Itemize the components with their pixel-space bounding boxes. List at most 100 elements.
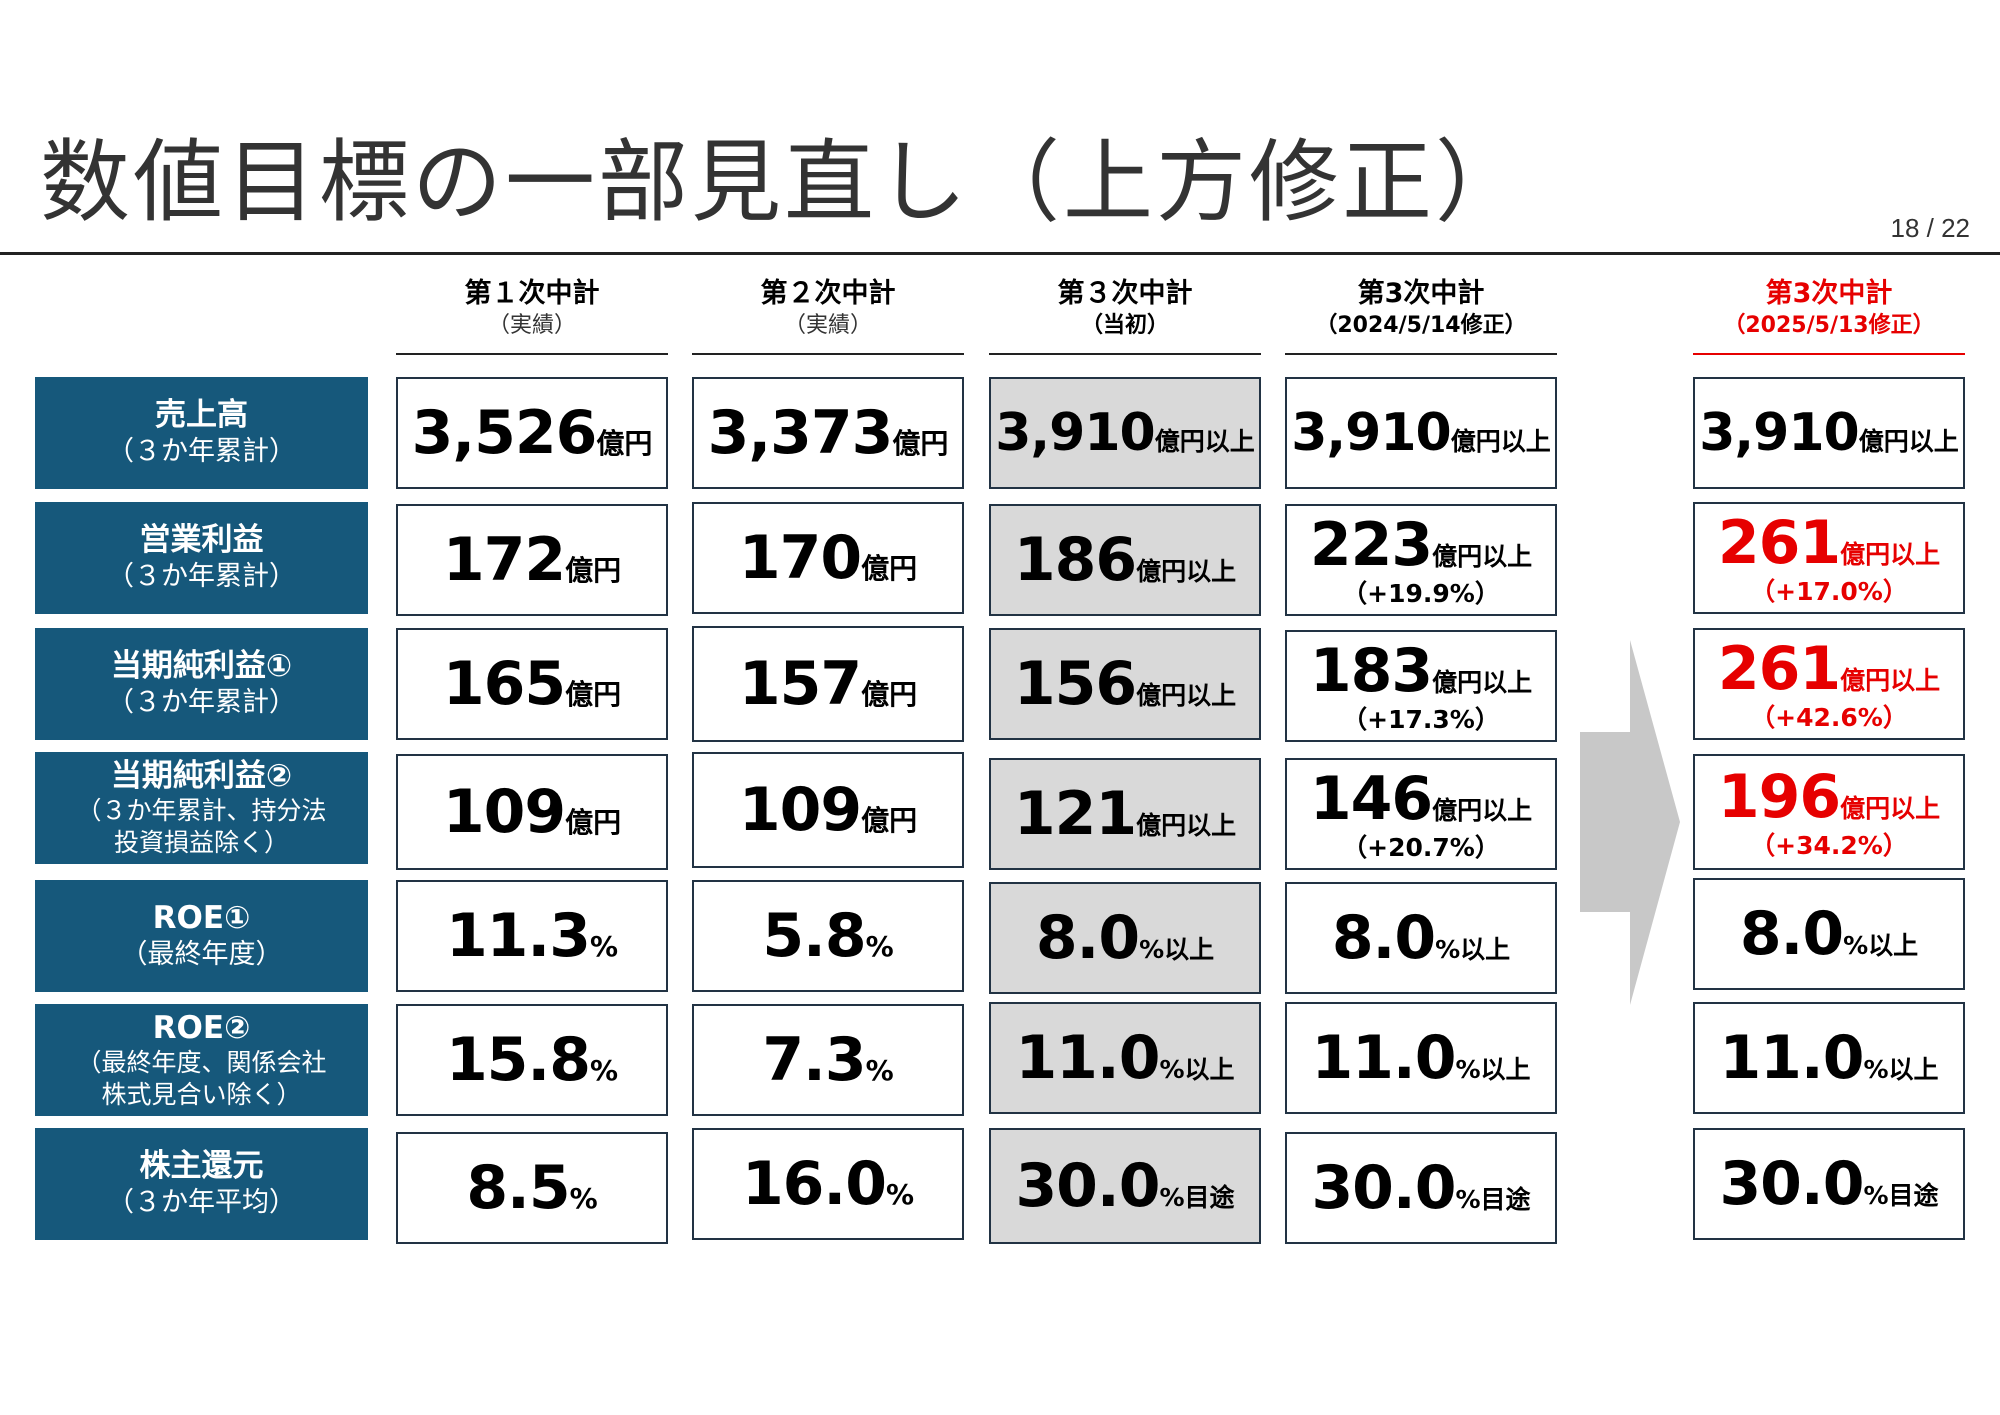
- value-number: 165: [442, 649, 566, 719]
- value-cell: 183億円以上 （+17.3%）: [1285, 630, 1557, 742]
- value-number: 8.0: [1035, 903, 1140, 973]
- value-number: 186: [1013, 525, 1137, 595]
- value-cell: 3,373億円: [692, 377, 964, 489]
- right-arrow-icon: [1580, 640, 1680, 1005]
- value-number: 3,910: [995, 403, 1155, 463]
- value-unit: %目途: [1455, 1185, 1531, 1214]
- page-number: 18 / 22: [1890, 213, 1970, 243]
- column-header-5: 第3次中計 （2025/5/13修正）: [1693, 277, 1965, 355]
- value-number: 109: [442, 777, 566, 847]
- row-label-title: 当期純利益①: [110, 648, 293, 684]
- value-cell-initial-plan: 3,910億円以上: [989, 377, 1261, 489]
- value-unit: 億円: [861, 804, 918, 837]
- value-number: 109: [738, 775, 862, 845]
- row-label-roe-1: ROE① （最終年度）: [35, 880, 368, 992]
- row-label-title: 株主還元: [139, 1148, 264, 1184]
- value-unit: 億円以上: [1840, 793, 1941, 823]
- value-unit: %以上: [1139, 935, 1215, 964]
- row-label-subtitle: （３か年累計）: [107, 561, 296, 592]
- value-cell: 5.8%: [692, 880, 964, 992]
- value-cell-initial-plan: 11.0%以上: [989, 1002, 1261, 1114]
- row-label-subtitle-2: 投資損益除く）: [113, 828, 289, 857]
- column-header-title: 第３次中計: [1057, 278, 1193, 309]
- value-unit: 億円: [892, 427, 949, 460]
- value-unit: %: [865, 930, 894, 963]
- value-unit: 億円以上: [1136, 811, 1237, 840]
- value-cell-latest: 8.0%以上: [1693, 878, 1965, 990]
- value-unit: 億円: [565, 806, 622, 839]
- value-cell: 223億円以上 （+19.9%）: [1285, 504, 1557, 616]
- page-title: 数値目標の一部見直し（上方修正）: [40, 130, 1528, 235]
- column-header-1: 第１次中計 （実績）: [396, 277, 668, 355]
- value-cell-latest: 11.0%以上: [1693, 1002, 1965, 1114]
- value-number: 7.3: [762, 1025, 866, 1095]
- value-unit: %以上: [1863, 1055, 1939, 1084]
- column-header-subtitle: （実績）: [487, 313, 576, 338]
- value-number: 5.8: [762, 901, 866, 971]
- value-cell-initial-plan: 121億円以上: [989, 758, 1261, 870]
- value-unit: 億円: [596, 427, 653, 460]
- row-label-roe-2: ROE② （最終年度、関係会社 株式見合い除く）: [35, 1004, 368, 1116]
- value-number: 261: [1717, 507, 1841, 578]
- column-header-subtitle: （2024/5/14修正）: [1315, 313, 1527, 338]
- title-rule: [0, 252, 2000, 255]
- value-unit: 億円: [565, 678, 622, 711]
- row-label-title: 当期純利益②: [110, 758, 293, 794]
- row-label-shareholder-return: 株主還元 （３か年平均）: [35, 1128, 368, 1240]
- column-header-subtitle: （実績）: [783, 313, 872, 338]
- value-cell: 15.8%: [396, 1004, 668, 1116]
- value-unit: %: [569, 1182, 598, 1215]
- row-label-operating-profit: 営業利益 （３か年累計）: [35, 502, 368, 614]
- value-cell-initial-plan: 30.0%目途: [989, 1128, 1261, 1244]
- value-number: 30.0: [1719, 1149, 1864, 1219]
- value-cell-latest: 261億円以上 （+42.6%）: [1693, 628, 1965, 740]
- value-unit: 億円以上: [1136, 681, 1237, 710]
- value-unit: 億円以上: [1432, 795, 1533, 825]
- value-unit: 億円以上: [1432, 541, 1533, 571]
- value-number: 15.8: [445, 1025, 591, 1095]
- value-cell-latest: 3,910億円以上: [1693, 377, 1965, 489]
- column-header-title: 第3次中計: [1765, 278, 1893, 309]
- value-number: 121: [1013, 779, 1137, 849]
- row-label-subtitle-2: 株式見合い除く）: [101, 1080, 302, 1109]
- value-unit: %: [885, 1178, 915, 1211]
- value-number: 223: [1309, 509, 1433, 580]
- value-number: 8.0: [1739, 899, 1844, 969]
- value-cell: 3,526億円: [396, 377, 668, 489]
- value-unit: 億円: [861, 678, 918, 711]
- row-label-title: ROE②: [152, 1010, 251, 1046]
- row-label-subtitle: （３か年平均）: [107, 1187, 296, 1218]
- column-header-2: 第２次中計 （実績）: [692, 277, 964, 355]
- value-number: 183: [1309, 635, 1433, 706]
- value-unit: 億円以上: [1450, 427, 1551, 456]
- row-label-subtitle: （最終年度、関係会社: [76, 1048, 327, 1077]
- row-label-net-income-2: 当期純利益② （３か年累計、持分法 投資損益除く）: [35, 752, 368, 864]
- value-cell: 11.0%以上: [1285, 1002, 1557, 1114]
- value-cell-latest: 261億円以上 （+17.0%）: [1693, 502, 1965, 614]
- value-number: 11.0: [1719, 1023, 1864, 1093]
- value-number: 8.5: [466, 1153, 570, 1223]
- value-cell: 165億円: [396, 628, 668, 740]
- value-cell: 146億円以上 （+20.7%）: [1285, 758, 1557, 870]
- column-header-subtitle: （2025/5/13修正）: [1723, 313, 1935, 338]
- value-cell: 8.5%: [396, 1132, 668, 1244]
- value-cell: 3,910億円以上: [1285, 377, 1557, 489]
- value-number: 11.0: [1015, 1023, 1160, 1093]
- row-label-net-sales: 売上高 （３か年累計）: [35, 377, 368, 489]
- change-percent: （+17.0%）: [1750, 576, 1908, 606]
- value-unit: %目途: [1863, 1181, 1939, 1210]
- value-number: 30.0: [1311, 1153, 1456, 1223]
- value-number: 156: [1013, 649, 1137, 719]
- row-label-subtitle: （３か年累計）: [107, 436, 296, 467]
- column-header-4: 第3次中計 （2024/5/14修正）: [1285, 277, 1557, 355]
- row-label-title: 売上高: [155, 397, 248, 433]
- value-cell-latest: 30.0%目途: [1693, 1128, 1965, 1240]
- change-percent: （+20.7%）: [1342, 832, 1500, 862]
- value-unit: 億円以上: [1858, 427, 1959, 456]
- value-number: 261: [1717, 633, 1841, 704]
- row-label-subtitle: （３か年累計、持分法: [76, 796, 327, 825]
- value-number: 11.0: [1311, 1023, 1456, 1093]
- value-number: 11.3: [445, 901, 591, 971]
- value-unit: %以上: [1435, 935, 1511, 964]
- change-percent: （+42.6%）: [1750, 702, 1908, 732]
